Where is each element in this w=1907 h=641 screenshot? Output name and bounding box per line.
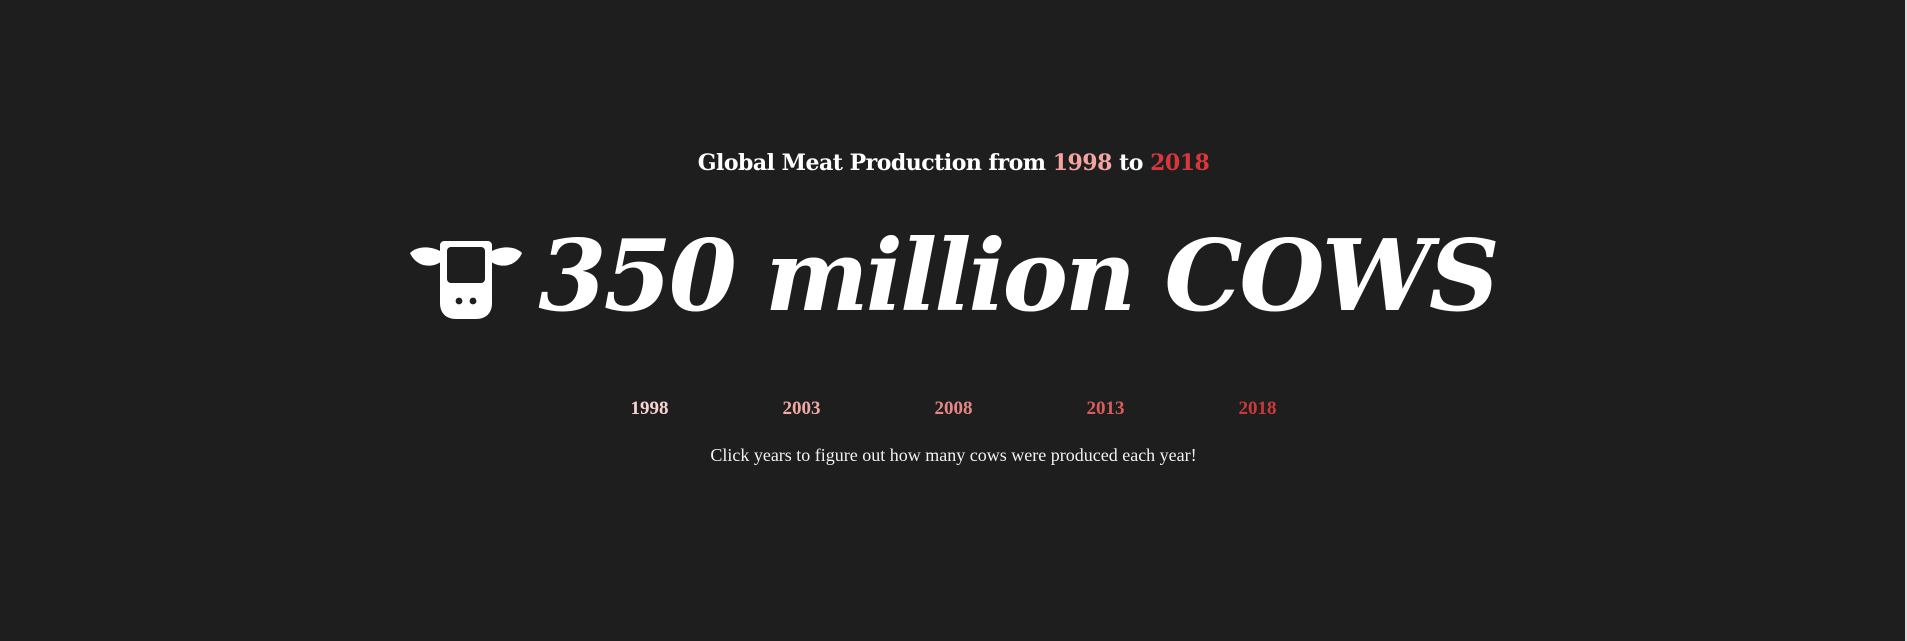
scrollbar-edge — [1905, 0, 1907, 641]
year-button-2003[interactable]: 2003 — [726, 398, 878, 420]
title-middle: to — [1111, 150, 1151, 176]
year-selector: 1998 2003 2008 2013 2018 — [0, 398, 1907, 420]
title-start-year: 1998 — [1052, 150, 1113, 176]
title-prefix: Global Meat Production from — [697, 150, 1053, 176]
page-title: Global Meat Production from 1998 to 2018 — [0, 150, 1907, 176]
headline-text: 350 million COWS — [538, 219, 1499, 334]
cow-icon — [410, 241, 523, 319]
year-button-2018[interactable]: 2018 — [1182, 398, 1334, 420]
year-button-2013[interactable]: 2013 — [1030, 398, 1182, 420]
headline: 350 million COWS — [0, 228, 1907, 326]
year-button-2008[interactable]: 2008 — [878, 398, 1030, 420]
year-button-1998[interactable]: 1998 — [574, 398, 726, 420]
title-end-year: 2018 — [1150, 150, 1210, 176]
instruction-text: Click years to figure out how many cows … — [710, 445, 1197, 465]
